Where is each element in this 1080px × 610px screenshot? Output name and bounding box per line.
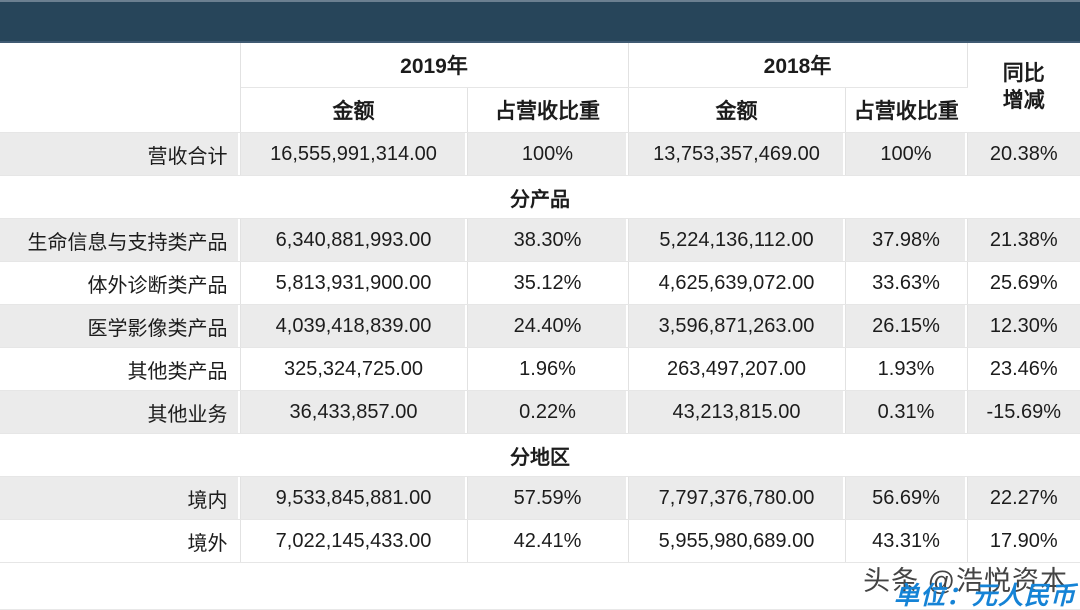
row-label: 营收合计 <box>0 132 241 176</box>
amount-2018: 3,596,871,263.00 <box>628 304 846 348</box>
share-2018: 26.15% <box>845 304 968 348</box>
share-2019-header: 占营收比重 <box>467 87 629 133</box>
table-row: 其他类产品 325,324,725.00 1.96% 263,497,207.00 1.… <box>0 347 1080 391</box>
amount-2019-header: 金额 <box>240 87 468 133</box>
header-row-metrics: 金额 占营收比重 金额 占营收比重 <box>0 87 1080 133</box>
amount-2019: 4,039,418,839.00 <box>240 304 468 348</box>
amount-2018: 7,797,376,780.00 <box>628 476 846 520</box>
share-2019: 100% <box>467 132 629 176</box>
row-label: 生命信息与支持类产品 <box>0 218 241 262</box>
yoy-value: 23.46% <box>967 347 1080 391</box>
amount-2019: 16,555,991,314.00 <box>240 132 468 176</box>
share-2019: 42.41% <box>467 519 629 563</box>
table-row: 生命信息与支持类产品 6,340,881,993.00 38.30% 5,224,13… <box>0 218 1080 262</box>
amount-2019: 9,533,845,881.00 <box>240 476 468 520</box>
yoy-header-line1: 同比 <box>1002 62 1045 86</box>
share-2018: 33.63% <box>845 261 968 305</box>
share-2018: 56.69% <box>845 476 968 520</box>
row-label: 境外 <box>0 519 241 563</box>
table-row: 境外 7,022,145,433.00 42.41% 5,955,980,689.00… <box>0 519 1080 563</box>
table-row: 境内 9,533,845,881.00 57.59% 7,797,376,780.00… <box>0 476 1080 520</box>
amount-2018: 4,625,639,072.00 <box>628 261 846 305</box>
row-label: 境内 <box>0 476 241 520</box>
share-2018: 37.98% <box>845 218 968 262</box>
share-2019: 24.40% <box>467 304 629 348</box>
share-2018: 100% <box>845 132 968 176</box>
row-label: 体外诊断类产品 <box>0 261 241 305</box>
yoy-value: 21.38% <box>967 218 1080 262</box>
watermark-source: 头条 @浩悦资本 <box>863 566 1068 596</box>
table-row: 其他业务 36,433,857.00 0.22% 43,213,815.00 0.31%… <box>0 390 1080 434</box>
section-row: 分地区 <box>0 433 1080 477</box>
corner-header-cell <box>0 43 241 133</box>
yoy-value: 20.38% <box>967 132 1080 176</box>
share-2018: 1.93% <box>845 347 968 391</box>
amount-2018-header: 金额 <box>628 87 846 133</box>
share-2019: 38.30% <box>467 218 629 262</box>
share-2019: 0.22% <box>467 390 629 434</box>
row-label: 医学影像类产品 <box>0 304 241 348</box>
share-2018: 0.31% <box>845 390 968 434</box>
amount-2019: 7,022,145,433.00 <box>240 519 468 563</box>
amount-2019: 36,433,857.00 <box>240 390 468 434</box>
title-banner <box>0 0 1080 43</box>
section-row: 分产品 <box>0 175 1080 219</box>
table-header: 2019年 2018年 同比 增减 金额 占营收比重 金额 占营收比重 <box>0 43 1080 133</box>
yoy-header-line2: 增减 <box>1002 88 1045 112</box>
amount-2018: 43,213,815.00 <box>628 390 846 434</box>
table-body: 营收合计 16,555,991,314.00 100% 13,753,357,469.… <box>0 132 1080 563</box>
revenue-table: 2019年 2018年 同比 增减 金额 占营收比重 金额 占营收比重 营收合计… <box>0 43 1080 563</box>
share-2018: 43.31% <box>845 519 968 563</box>
amount-2018: 5,224,136,112.00 <box>628 218 846 262</box>
row-label: 其他业务 <box>0 390 241 434</box>
yoy-value: -15.69% <box>967 390 1080 434</box>
section-label: 分产品 <box>0 175 1080 219</box>
section-label: 分地区 <box>0 433 1080 477</box>
amount-2019: 325,324,725.00 <box>240 347 468 391</box>
yoy-value: 22.27% <box>967 476 1080 520</box>
header-row-years: 2019年 2018年 同比 增减 <box>0 43 1080 133</box>
share-2019: 35.12% <box>467 261 629 305</box>
yoy-header: 同比 增减 <box>967 43 1080 133</box>
row-label: 其他类产品 <box>0 347 241 391</box>
year-2018-header: 2018年 <box>628 43 968 88</box>
share-2019: 57.59% <box>467 476 629 520</box>
amount-2018: 13,753,357,469.00 <box>628 132 846 176</box>
amount-2019: 5,813,931,900.00 <box>240 261 468 305</box>
watermark-unit-note: 单位：元人民币 <box>893 582 1076 610</box>
share-2018-header: 占营收比重 <box>845 87 967 133</box>
amount-2018: 5,955,980,689.00 <box>628 519 846 563</box>
year-2019-header: 2019年 <box>240 43 629 88</box>
yoy-value: 17.90% <box>967 519 1080 563</box>
yoy-value: 25.69% <box>967 261 1080 305</box>
yoy-value: 12.30% <box>967 304 1080 348</box>
share-2019: 1.96% <box>467 347 629 391</box>
amount-2018: 263,497,207.00 <box>628 347 846 391</box>
table-row: 体外诊断类产品 5,813,931,900.00 35.12% 4,625,639,0… <box>0 261 1080 305</box>
amount-2019: 6,340,881,993.00 <box>240 218 468 262</box>
table-row: 医学影像类产品 4,039,418,839.00 24.40% 3,596,871,2… <box>0 304 1080 348</box>
table-row: 营收合计 16,555,991,314.00 100% 13,753,357,469.… <box>0 132 1080 176</box>
